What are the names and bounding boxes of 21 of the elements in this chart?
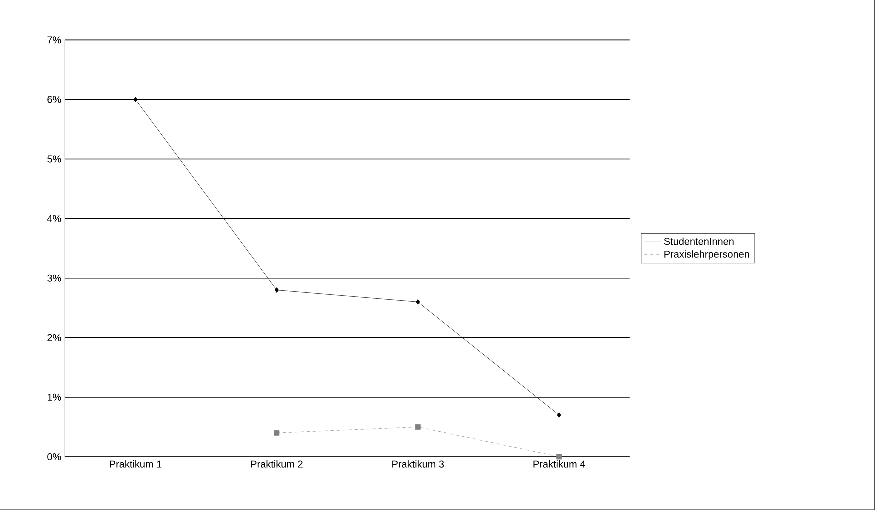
y-tick-label: 4% xyxy=(47,215,62,222)
point xyxy=(134,96,138,102)
legend-label: StudentenInnen xyxy=(664,238,734,246)
x-tick-label: Praktikum 2 xyxy=(251,460,303,468)
y-tick-label: 1% xyxy=(48,394,62,401)
y-tick-label: 3% xyxy=(48,274,62,282)
y-tick-label: 7% xyxy=(48,36,62,44)
x-tick-label: Praktikum 1 xyxy=(110,460,162,468)
x-tick-label: Praktikum 3 xyxy=(392,460,444,468)
point xyxy=(416,299,420,305)
y-tick-label: 5% xyxy=(48,156,62,163)
point xyxy=(415,424,421,430)
point xyxy=(274,430,280,436)
x-tick-label: Praktikum 4 xyxy=(534,460,586,468)
y-tick-label: 6% xyxy=(48,96,62,104)
y-tick-label: 2% xyxy=(48,334,62,342)
point xyxy=(274,287,280,293)
point xyxy=(557,412,562,418)
legend-label: Praxislehrpersonen xyxy=(664,250,750,260)
y-tick-label: 0% xyxy=(48,453,62,460)
point xyxy=(556,454,562,460)
